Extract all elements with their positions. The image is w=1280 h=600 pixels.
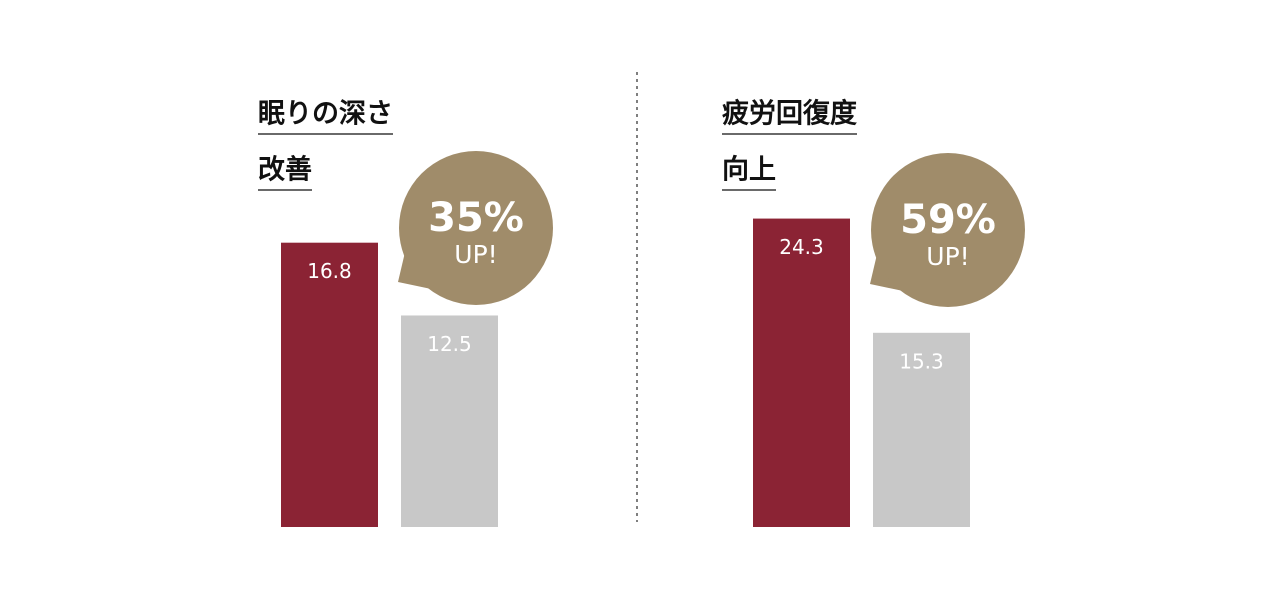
badge-text: 35%: [428, 195, 524, 241]
chart-title: 眠りの深さ: [258, 99, 393, 130]
bar: [873, 332, 970, 527]
bar: [281, 242, 378, 527]
bar: [753, 218, 850, 528]
chart-title: 改善: [258, 154, 312, 186]
badge-text: UP!: [454, 240, 497, 269]
value-label: 12.5: [427, 332, 472, 356]
badge: [871, 153, 1025, 307]
badge-text: UP!: [926, 242, 969, 271]
chart-title: 向上: [722, 154, 776, 186]
badge-text: 59%: [900, 197, 996, 243]
chart-title: 疲労回復度: [722, 98, 857, 130]
value-label: 16.8: [307, 259, 352, 283]
badge: [399, 151, 553, 305]
value-label: 24.3: [779, 235, 824, 259]
value-label: 15.3: [899, 349, 944, 373]
bar: [401, 315, 498, 527]
